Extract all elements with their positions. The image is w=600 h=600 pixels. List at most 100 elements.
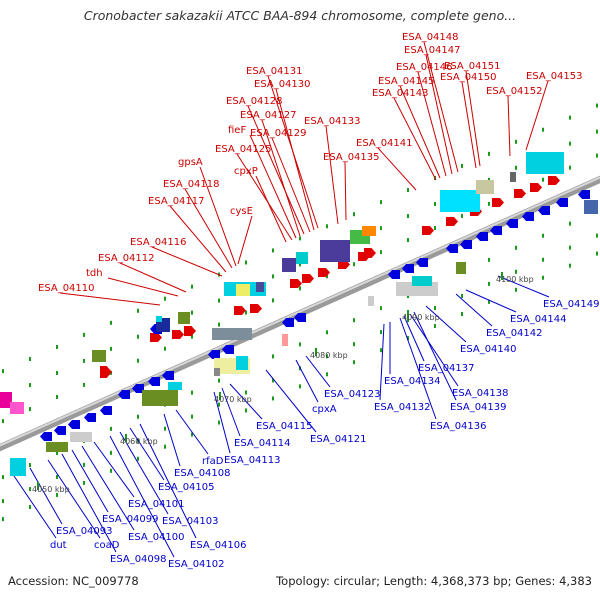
track-dot	[407, 294, 409, 299]
top-gene-label: ESA_04131	[246, 66, 303, 77]
track-dot	[56, 370, 58, 375]
top-gene-label: ESA_04143	[372, 88, 429, 99]
top-label-leader	[247, 105, 305, 235]
bottom-label-leader	[81, 445, 135, 531]
top-gene-label: ESA_04141	[356, 138, 413, 149]
top-gene-label: ESA_04147	[404, 45, 461, 56]
bottom-gene-label: ESA_04103	[162, 516, 219, 527]
track-dot	[596, 153, 598, 158]
reverse-gene	[538, 206, 550, 215]
track-dot	[272, 248, 274, 253]
track-dot	[542, 257, 544, 262]
domain-box	[282, 258, 296, 272]
top-gene-label: ESA_04129	[250, 128, 307, 139]
bottom-label-leader	[129, 427, 165, 481]
bottom-gene-label: ESA_04144	[510, 314, 567, 325]
top-gene-label: cpxP	[234, 166, 258, 177]
top-label-leader	[184, 188, 233, 269]
forward-gene	[514, 189, 526, 198]
track-dot	[569, 245, 571, 250]
top-label-leader	[237, 215, 253, 265]
bottom-label-leader	[175, 409, 209, 455]
bottom-gene-label: dut	[50, 540, 67, 551]
bottom-label-leader	[47, 459, 101, 539]
track-dot	[110, 468, 112, 473]
track-dot	[2, 419, 4, 424]
bottom-gene-label: ESA_04105	[158, 482, 215, 493]
top-label-leader	[107, 277, 179, 297]
track-dot	[29, 463, 31, 468]
scale-tick-label: 4100 kbp	[496, 275, 534, 284]
scale-tick-label: 4060 kbp	[120, 437, 158, 446]
track-dot	[596, 233, 598, 238]
track-dot	[353, 212, 355, 217]
bottom-label-leader	[413, 311, 457, 401]
top-gene-label: ESA_04116	[130, 237, 187, 248]
reverse-gene	[282, 318, 294, 327]
domain-box	[92, 350, 106, 362]
track-dot	[191, 334, 193, 339]
track-dot	[299, 384, 301, 389]
track-dot	[515, 165, 517, 170]
track-dot	[407, 336, 409, 341]
track-dot	[542, 127, 544, 132]
reverse-gene	[388, 270, 400, 279]
track-dot	[596, 129, 598, 134]
track-dot	[353, 318, 355, 323]
domain-box	[212, 328, 252, 340]
track-dot	[380, 226, 382, 231]
track-dot	[245, 260, 247, 265]
track-dot	[407, 318, 409, 323]
track-dot	[299, 286, 301, 291]
reverse-gene	[578, 190, 590, 199]
track-dot	[137, 358, 139, 363]
forward-gene	[548, 176, 560, 185]
forward-gene	[338, 260, 350, 269]
track-dot	[110, 320, 112, 325]
track-dot	[83, 480, 85, 485]
track-dot	[434, 306, 436, 311]
track-dot	[515, 245, 517, 250]
bottom-gene-label: ESA_04137	[418, 363, 475, 374]
domain-box	[526, 152, 564, 174]
track-dot	[191, 390, 193, 395]
bottom-gene-label: ESA_04132	[374, 402, 431, 413]
reverse-gene	[100, 406, 112, 415]
track-dot	[569, 141, 571, 146]
reverse-gene	[460, 240, 472, 249]
track-dot	[380, 306, 382, 311]
track-dot	[542, 233, 544, 238]
bottom-label-leader	[399, 317, 437, 420]
track-dot	[488, 281, 490, 286]
reverse-gene	[68, 420, 80, 429]
domain-box	[0, 392, 12, 408]
forward-gene	[492, 198, 504, 207]
domain-box	[296, 252, 308, 264]
bottom-label-leader	[455, 293, 493, 327]
bottom-label-leader	[163, 413, 181, 467]
track-dot	[2, 517, 4, 522]
track-dot	[515, 287, 517, 292]
track-dot	[29, 383, 31, 388]
domain-box	[476, 180, 494, 194]
track-dot	[164, 296, 166, 301]
domain-box	[178, 312, 190, 324]
track-dot	[380, 250, 382, 255]
domain-box	[168, 382, 182, 390]
track-dot	[569, 165, 571, 170]
track-dot	[2, 499, 4, 504]
track-dot	[29, 357, 31, 362]
bottom-gene-label: ESA_04113	[224, 455, 281, 466]
bottom-gene-label: rfaD	[202, 456, 224, 467]
domain-box	[320, 240, 350, 262]
bottom-gene-label: ESA_04134	[384, 376, 441, 387]
track-dot	[218, 378, 220, 383]
bottom-label-leader	[13, 475, 57, 539]
reverse-gene	[84, 413, 96, 422]
track-dot	[461, 213, 463, 218]
bottom-label-leader	[403, 315, 425, 362]
top-label-leader	[119, 262, 187, 293]
track-dot	[488, 257, 490, 262]
chromosome-backbone-highlight	[0, 176, 600, 447]
track-dot	[218, 322, 220, 327]
